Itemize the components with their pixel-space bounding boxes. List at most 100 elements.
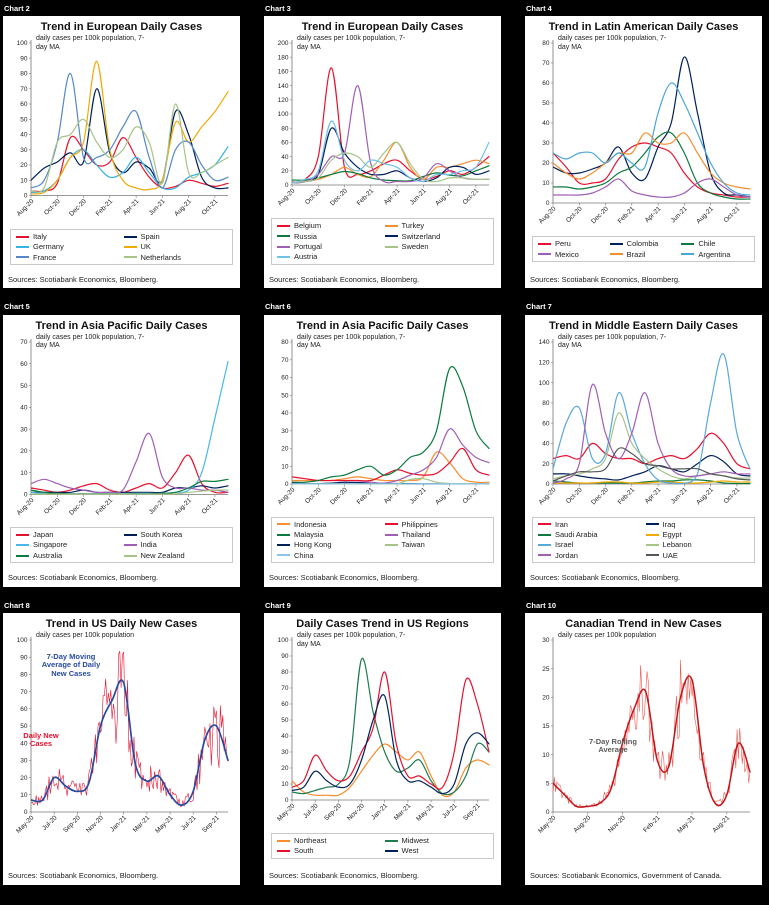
axis-tick-label: Oct-21 — [462, 486, 481, 505]
legend-color-swatch — [384, 544, 398, 547]
axis-units-note: daily cases per 100k population, 7-day M… — [36, 333, 145, 350]
axis-tick-label: Aug-20 — [277, 486, 297, 506]
series-line-colombia — [553, 56, 751, 198]
axis-tick-label: Jul-21 — [180, 814, 198, 832]
legend-color-swatch — [384, 523, 398, 526]
axis-tick-label: Aug-21 — [434, 188, 454, 208]
axis-tick-label: 30 — [542, 637, 550, 644]
legend-item: Lebanon — [645, 540, 750, 550]
axis-tick-label: Jun-21 — [409, 188, 428, 207]
legend-label: Hong Kong — [294, 540, 332, 550]
chart-sources: Sources: Scotiabank Economics, Bloomberg… — [8, 871, 159, 881]
axis-tick-label: Feb-21 — [617, 486, 637, 506]
legend-label: Spain — [140, 231, 160, 241]
plot-area: 0 10 20 30 40 50 60 70 80 90 100 May-20 Jul-20 Sep-20… — [269, 632, 496, 832]
axis-tick-label: 20 — [281, 168, 289, 175]
axis-tick-label: Nov-20 — [346, 802, 366, 822]
plot-area: 0 10 20 30 40 50 60 70 80 Aug-20 Oct-20 Dec-20 Feb-2… — [269, 334, 496, 516]
axis-tick-label: Dec-20 — [68, 198, 88, 218]
legend-label: South Korea — [140, 530, 183, 540]
axis-tick-label: May-20 — [276, 802, 297, 823]
legend-item: Iraq — [645, 520, 750, 529]
legend-label: Singapore — [33, 540, 68, 550]
axis-tick-label: 30 — [281, 428, 289, 435]
axis-tick-label: Feb-21 — [95, 496, 115, 516]
legend-item: Jordan — [538, 551, 642, 560]
axis-tick-label: 60 — [20, 361, 28, 368]
legend-item: Colombia — [609, 239, 678, 249]
series-line-egypt — [553, 479, 751, 484]
legend-color-swatch — [277, 245, 290, 248]
chart-cell-chart-5: Chart 5 Trend in Asia Pacific Daily Cases… — [3, 301, 240, 587]
axis-tick-label: 50 — [20, 382, 28, 389]
legend-item: Thailand — [384, 530, 489, 539]
chart-panel-chart-8: Trend in US Daily New Cases 0 10 20 30 40 50 60… — [3, 612, 240, 885]
axis-tick-label: 80 — [281, 339, 289, 346]
chart-title: Canadian Trend in New Cases — [565, 617, 722, 630]
series-line-russia — [292, 165, 490, 183]
axis-tick-label: Jul-21 — [441, 802, 459, 820]
axis-tick-label: 40 — [20, 132, 28, 139]
axis-tick-label: Oct-20 — [304, 188, 323, 207]
legend-label: France — [33, 252, 57, 262]
axis-tick-label: Apr-21 — [383, 188, 402, 207]
series-line-italy — [31, 136, 229, 193]
series-group — [292, 657, 490, 798]
series-line-new-zealand — [31, 489, 229, 495]
axis-tick-label: 50 — [281, 392, 289, 399]
series-line-uk — [31, 61, 229, 195]
legend-color-swatch — [645, 533, 659, 536]
legend-color-swatch — [384, 839, 398, 842]
axis-tick-label: Sep-21 — [462, 802, 482, 822]
axis-tick-label: 80 — [542, 400, 550, 407]
series-line-singapore — [31, 360, 229, 495]
axis-tick-label: Apr-21 — [644, 486, 663, 505]
legend-item: Netherlands — [123, 253, 228, 262]
axis-tick-label: Aug-20 — [16, 496, 36, 516]
charts-grid: Chart 2 Trend in European Daily Cases 0 10 2… — [3, 4, 762, 885]
legend-label: Malaysia — [294, 529, 324, 539]
legend-color-swatch — [16, 256, 29, 259]
axis-tick-label: Aug-21 — [711, 814, 731, 834]
series-line-south — [292, 671, 490, 790]
legend-label: Austria — [294, 252, 318, 262]
axis-units-note: daily cases per 100k population — [558, 631, 657, 639]
legend-item: Spain — [123, 231, 228, 241]
axis-tick-label: Dec-20 — [329, 188, 349, 208]
chart-panel-chart-2: Trend in European Daily Cases 0 10 20 30 40 50… — [3, 16, 240, 289]
axis-tick-label: May-21 — [415, 802, 436, 823]
legend-label: Lebanon — [662, 540, 692, 550]
legend-color-swatch — [277, 849, 290, 852]
legend-item: West — [384, 846, 489, 855]
chart-number-label: Chart 2 — [4, 4, 30, 13]
legend-label: Colombia — [626, 239, 659, 249]
axis-tick-label: 5 — [546, 780, 550, 787]
chart-sources: Sources: Scotiabank Economics, Bloomberg… — [8, 274, 159, 284]
axis-tick-label: 140 — [278, 83, 289, 90]
chart-annotation: 7-Day Rolling Average — [589, 736, 637, 755]
axis-tick-label: Feb-21 — [617, 206, 637, 226]
legend-label: Taiwan — [401, 540, 425, 550]
legend-item: Peru — [538, 239, 606, 248]
legend-label: Belgium — [294, 221, 322, 231]
series-line-7-day-rolling-average — [553, 675, 751, 808]
axis-tick-label: Mar-21 — [132, 814, 152, 834]
axis-tick-label: Jun-21 — [409, 486, 428, 505]
legend-color-swatch — [277, 523, 290, 526]
axis-tick-label: 0 — [285, 183, 289, 190]
legend-label: China — [294, 550, 314, 560]
legend-label: Midwest — [401, 835, 430, 845]
axis-tick-label: Aug-21 — [173, 496, 193, 516]
axis-tick-label: Nov-20 — [607, 814, 627, 834]
legend-item: UK — [123, 242, 228, 251]
axis-tick-label: 0 — [546, 809, 550, 816]
axis-tick-label: 120 — [539, 359, 550, 366]
axis-tick-label: 50 — [20, 117, 28, 124]
chart-canvas: 0 10 20 30 40 50 60 70 80 90 100 May-20 Jul-20 Sep-20… — [15, 636, 229, 835]
chart-panel-chart-10: Canadian Trend in New Cases 0 5 10 15 20 25 30 M… — [525, 612, 762, 885]
legend-color-swatch — [681, 253, 695, 256]
chart-legend: Iran Iraq Saudi Arabia Egypt Israel Lebanon Jo… — [532, 516, 755, 564]
chart-number-label: Chart 10 — [526, 600, 557, 610]
axis-tick-label: 100 — [278, 637, 289, 644]
axis-tick-label: 100 — [17, 637, 28, 644]
